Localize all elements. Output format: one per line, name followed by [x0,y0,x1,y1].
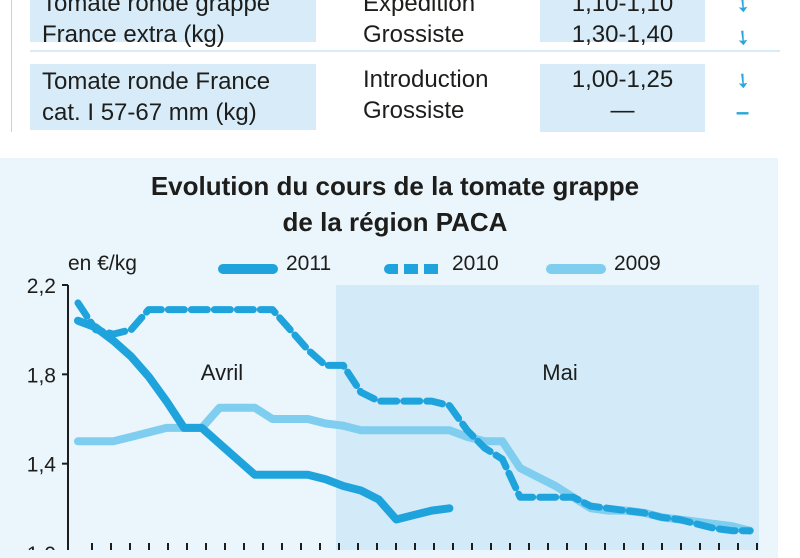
stage-label: Expédition [363,0,476,17]
stage-label: Introduction [363,66,489,93]
period-label-may: Mai [542,360,577,385]
table-row: Tomate ronde France cat. I 57-67 mm (kg)… [30,64,780,132]
table-left-border [11,0,12,132]
series-lines [74,299,754,535]
legend-swatch-2010 [384,264,444,274]
y-axis-unit: en €/kg [68,252,137,275]
legend-swatch-2011 [218,264,278,274]
product-cell: Tomate ronde grappe France extra (kg) [30,0,316,48]
legend-swatch-2009 [546,264,606,274]
product-line: Tomate ronde grappe [42,0,271,17]
may-shaded-area [336,285,759,550]
stage-label: Grossiste [363,21,465,48]
y-tick-label: 1,8 [27,364,56,387]
y-tick-label: 1,4 [27,454,57,477]
product-line: cat. I 57-67 mm (kg) [42,99,257,126]
y-ticks: 2,2 1,8 1,4 1,0 [27,275,68,550]
product-line: France extra (kg) [42,21,225,48]
series-line-2010 [74,299,754,535]
price-value: — [610,97,635,124]
trend-cell: ➘ – [705,64,780,128]
stage-cell: Expédition Grossiste [363,0,475,50]
stage-label: Grossiste [363,97,465,124]
product-cell: Tomate ronde France cat. I 57-67 mm (kg) [30,64,316,130]
table-row: Tomate ronde grappe France extra (kg) Ex… [30,0,780,52]
price-cell: 1,00-1,25 — [540,64,705,132]
stage-cell: Introduction Grossiste [363,64,488,126]
series-line-2011 [74,316,454,524]
price-value: 1,30-1,40 [571,21,674,48]
price-value: 1,00-1,25 [571,66,674,93]
trend-stable-icon: – [735,99,750,126]
chart-title: Evolution du cours de la tomate grappe [150,171,640,201]
price-cell: 1,10-1,10 1,30-1,40 [540,0,705,48]
y-tick-label: 1,0 [27,543,56,550]
y-tick-label: 2,2 [27,275,56,298]
row-divider [30,50,780,52]
legend-label-2011: 2011 [286,252,332,275]
price-table: Tomate ronde grappe France extra (kg) Ex… [0,0,800,140]
chart-subtitle: de la région PACA [282,207,508,237]
product-line: Tomate ronde France [42,68,271,95]
x-ticks [91,543,758,550]
legend-label-2010: 2010 [452,252,499,275]
price-value: 1,10-1,10 [571,0,674,17]
legend-label-2009: 2009 [614,252,661,275]
period-label-april: Avril [201,360,243,385]
